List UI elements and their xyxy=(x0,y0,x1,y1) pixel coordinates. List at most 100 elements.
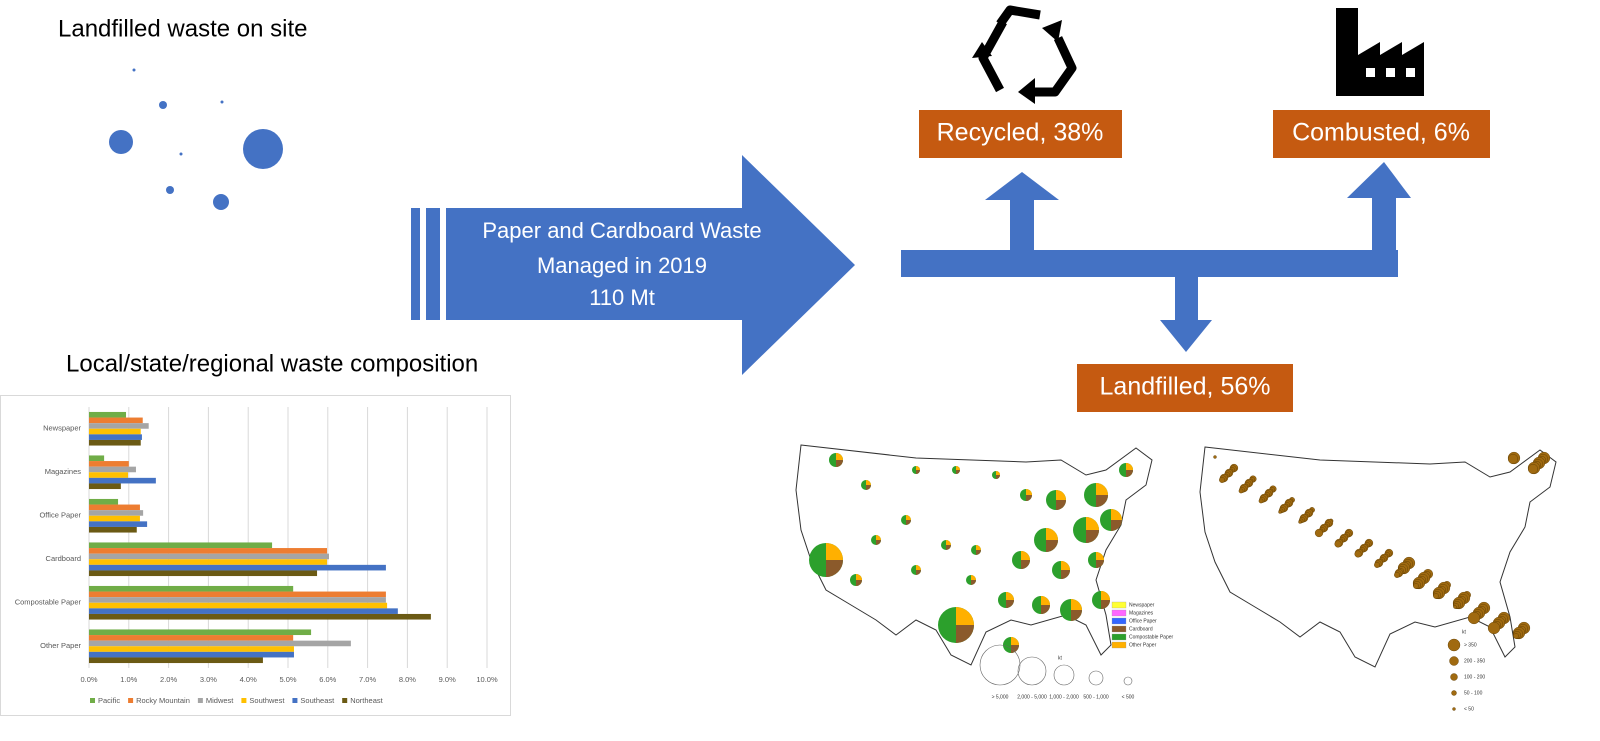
map-size-label: 100 - 200 xyxy=(1464,674,1485,680)
bar xyxy=(89,455,105,462)
map-pie-slice xyxy=(1011,637,1019,645)
map-dot xyxy=(1334,540,1342,548)
map-size-label: > 5,000 xyxy=(992,694,1009,700)
bar xyxy=(89,439,141,446)
map-pie-slice xyxy=(856,574,862,580)
combusted-label: Combusted, 6% xyxy=(1292,119,1470,147)
map-dot xyxy=(1374,562,1380,568)
map-legend-swatch xyxy=(1111,633,1127,641)
map-size-dot xyxy=(1450,673,1458,681)
map-dot xyxy=(1413,583,1419,589)
map-pie-slice xyxy=(996,471,1000,475)
map-pie-slice xyxy=(956,607,974,625)
map-size-label: 2,000 - 5,000 xyxy=(1017,694,1047,700)
map-legend-unit: kt xyxy=(1462,629,1467,635)
landfill-dots xyxy=(109,68,283,210)
map-pie-slice xyxy=(856,580,862,586)
map-pie-slice xyxy=(1096,560,1104,568)
x-tick-label: 7.0% xyxy=(359,675,376,684)
map-pie-slice xyxy=(1126,470,1133,477)
map-dot xyxy=(1453,605,1457,609)
x-tick-label: 8.0% xyxy=(399,675,416,684)
map-dot xyxy=(1238,488,1244,494)
bar xyxy=(89,657,263,664)
map-pie-slice xyxy=(1101,591,1110,600)
map-size-circle xyxy=(1053,664,1075,686)
bar xyxy=(89,472,129,478)
x-tick-label: 0.0% xyxy=(80,675,97,684)
map-pie-slice xyxy=(946,540,951,545)
source-label: 110 Mt xyxy=(589,285,655,310)
map-size-circle xyxy=(1123,676,1133,686)
map-pie-slice xyxy=(1056,490,1066,500)
map-legend-swatch xyxy=(1111,617,1127,625)
map-pie-slice xyxy=(1021,560,1030,569)
y-tick-label: Cardboard xyxy=(46,554,81,563)
map-dot xyxy=(1467,611,1481,625)
legend-swatch xyxy=(90,698,95,703)
combusted-box xyxy=(1273,110,1490,158)
map-legend-label: Office Paper xyxy=(1129,618,1157,624)
factory-icon xyxy=(1336,8,1424,96)
y-tick-label: Magazines xyxy=(45,467,82,476)
landfilled-box xyxy=(1077,364,1293,412)
map-pie-slice xyxy=(1041,596,1050,605)
legend-label: Northeast xyxy=(350,696,383,705)
map-pie-slice xyxy=(836,453,843,460)
source-label: Paper and Cardboard Waste xyxy=(482,218,761,243)
map-pie-slice xyxy=(1096,552,1104,560)
bar xyxy=(89,417,143,424)
bar xyxy=(89,423,149,429)
legend-label: Pacific xyxy=(98,696,120,705)
map-size-dot xyxy=(1451,690,1457,696)
bar xyxy=(89,559,328,565)
map-pie-slice xyxy=(1111,509,1122,520)
map-size-label: > 350 xyxy=(1464,642,1477,648)
map-legend-unit: kt xyxy=(1058,655,1063,661)
map-legend-swatch xyxy=(1111,641,1127,649)
map-dot xyxy=(1314,528,1324,538)
y-tick-label: Compostable Paper xyxy=(15,598,82,607)
map-size-dot xyxy=(1452,707,1456,711)
map-legend-label: Newspaper xyxy=(1129,602,1155,608)
bar xyxy=(89,613,431,620)
map-pie-slice xyxy=(876,540,881,545)
bar xyxy=(89,466,136,473)
map-pie-slice xyxy=(906,515,911,520)
map-pie-slice xyxy=(996,475,1000,479)
map-pie-slice xyxy=(1126,463,1133,470)
bar xyxy=(89,510,144,516)
map-size-label: < 500 xyxy=(1122,694,1135,700)
factory-windows xyxy=(1366,68,1415,77)
map-pie-slice xyxy=(916,570,921,575)
legend-label: Southwest xyxy=(249,696,285,705)
x-tick-label: 3.0% xyxy=(200,675,217,684)
map-pie-slice xyxy=(866,480,871,485)
bar xyxy=(89,585,294,592)
map-legend-swatch xyxy=(1111,625,1127,633)
map-legend-label: Other Paper xyxy=(1129,642,1157,648)
bar xyxy=(89,411,127,418)
composition-map xyxy=(795,444,1153,666)
map-legend-swatch xyxy=(1111,601,1127,609)
bar xyxy=(89,591,386,598)
x-tick-label: 2.0% xyxy=(160,675,177,684)
y-tick-label: Office Paper xyxy=(39,511,81,520)
bar xyxy=(89,629,312,636)
legend-label: Midwest xyxy=(206,696,234,705)
map-pie-slice xyxy=(1086,517,1099,530)
bar xyxy=(89,570,318,577)
map-size-dot xyxy=(1449,656,1459,666)
map-size-label: 50 - 100 xyxy=(1464,690,1483,696)
bar xyxy=(89,635,294,641)
map-pie-slice xyxy=(1096,483,1108,495)
bar xyxy=(89,504,140,511)
map-pie-slice xyxy=(826,560,843,577)
map-pie-slice xyxy=(826,543,843,560)
map-dot xyxy=(1354,550,1362,558)
map-size-circle xyxy=(1088,670,1104,686)
map-size-dot xyxy=(1447,638,1461,652)
map-pie-slice xyxy=(1046,528,1058,540)
map-pie-slice xyxy=(976,550,981,555)
